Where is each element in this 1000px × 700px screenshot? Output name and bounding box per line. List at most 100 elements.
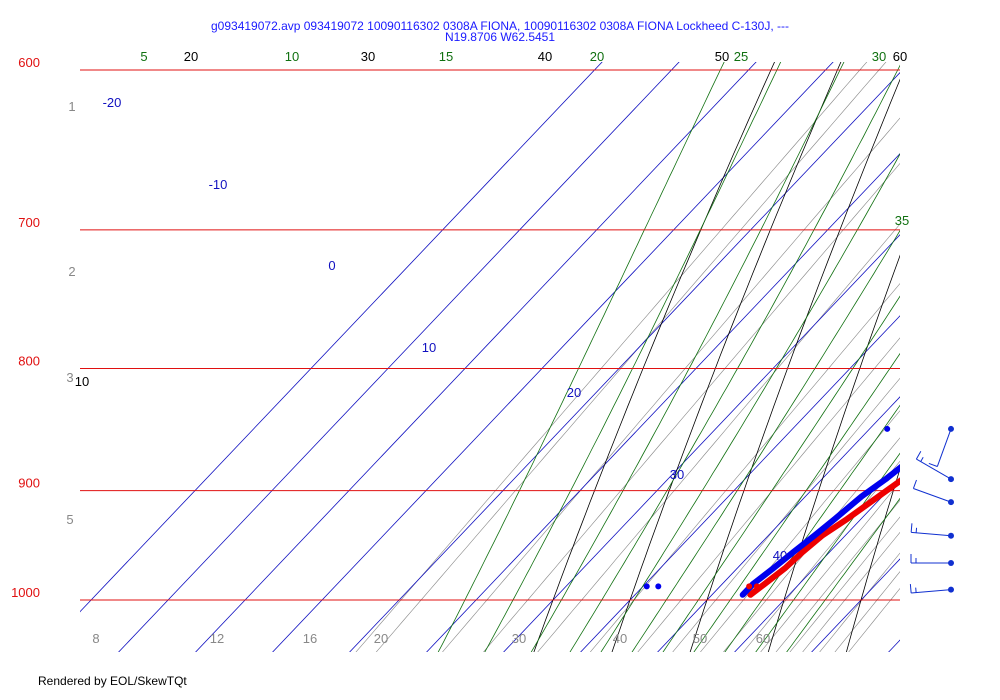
chart-title: g093419072.avp 093419072 10090116302 030…	[211, 19, 789, 33]
wind-barb-flag	[915, 451, 922, 460]
isobar-label: 700	[18, 215, 40, 230]
mixing-ratio-line	[760, 481, 900, 652]
isotherm-line	[349, 72, 900, 652]
temperature-point	[933, 426, 939, 432]
isotherm-line	[118, 62, 680, 652]
wind-barb-station-dot	[948, 532, 954, 539]
wind-barb	[910, 554, 954, 567]
diagram-grid	[80, 0, 1000, 660]
moist-adiabat-label: 20	[590, 49, 604, 64]
isotherm-line	[888, 639, 900, 652]
mixing-ratio-bottom-label: 60	[756, 631, 770, 646]
moist-adiabat-label: 15	[439, 49, 453, 64]
moist-adiabat-line	[631, 229, 900, 652]
dewpoint-point	[884, 425, 891, 432]
wind-barb	[910, 523, 954, 539]
isobar-label: 900	[18, 476, 40, 491]
wind-barb-staff	[936, 428, 952, 467]
isotherm-line	[195, 62, 757, 652]
isotherm-line	[272, 62, 834, 652]
moist-adiabat-label: 35	[895, 213, 909, 228]
mixing-ratio-line	[637, 337, 900, 652]
mixing-ratio-line	[723, 437, 900, 652]
isotherm-line	[734, 477, 900, 652]
wind-barb-staff	[916, 458, 952, 480]
isobar-label: 800	[18, 353, 40, 368]
moist-adiabat-line	[786, 497, 900, 652]
wind-barb	[909, 584, 954, 594]
wind-barb-staff	[911, 531, 952, 537]
mixing-ratio-line	[589, 283, 900, 652]
dry-adiabat-label: 10	[75, 374, 89, 389]
mixing-ratio-bottom-label: 20	[374, 631, 388, 646]
isotherm-line	[811, 558, 900, 652]
mixing-ratio-line	[355, 62, 868, 652]
moist-adiabat-line	[755, 452, 900, 652]
wind-barb-station-dot	[948, 499, 954, 506]
mixing-ratio-side-label: 1	[68, 99, 75, 114]
isotherm-label: -20	[103, 95, 122, 110]
mixing-ratio-line	[442, 117, 900, 652]
wind-barb	[915, 451, 954, 483]
moist-adiabat-line	[569, 64, 900, 652]
mixing-ratio-side-label: 2	[68, 264, 75, 279]
wind-barb-flag	[910, 523, 913, 533]
isotherm-label: 0	[328, 258, 335, 273]
moist-adiabat-label: 30	[872, 49, 886, 64]
wind-barb-staff	[911, 589, 952, 594]
dry-adiabat-line	[533, 62, 775, 652]
mixing-ratio-bottom-label: 12	[210, 631, 224, 646]
wind-barb-flag	[909, 584, 912, 594]
diagram-labels: 600 700 800 900 1000 -20 -10 0 10 20 30 40 20 30 40 50 6…	[11, 49, 909, 646]
dewpoint-point	[643, 583, 650, 590]
sounding-traces	[643, 425, 939, 598]
dewpoint-trace	[739, 463, 900, 598]
isotherm-line	[80, 62, 603, 613]
wind-barb-staff	[913, 487, 952, 503]
mixing-ratio-side-label: 3	[66, 370, 73, 385]
wind-barb-half-flag	[920, 457, 924, 462]
isotherm-line	[503, 234, 900, 652]
mixing-ratio-bottom-label: 8	[92, 631, 99, 646]
wind-barb-station-dot	[948, 425, 954, 432]
mixing-ratio-bottom-label: 40	[613, 631, 627, 646]
mixing-ratio-line	[848, 587, 900, 652]
mixing-ratio-line	[700, 410, 900, 652]
temperature-point	[746, 583, 753, 590]
wind-barb-station-dot	[948, 476, 954, 483]
dry-adiabat-line	[767, 254, 900, 652]
mixing-ratio-line	[834, 571, 900, 652]
dry-adiabat-label: 60	[893, 49, 907, 64]
mixing-ratio-line	[819, 552, 900, 652]
isotherm-label: 40	[773, 548, 787, 563]
mixing-ratio-bottom-label: 16	[303, 631, 317, 646]
dry-adiabat-label: 30	[361, 49, 375, 64]
mixing-ratio-line	[775, 499, 900, 652]
moist-adiabat-line	[693, 352, 900, 652]
isotherm-label: 20	[567, 385, 581, 400]
wind-barb-station-dot	[948, 560, 954, 567]
wind-barb-station-dot	[948, 586, 954, 593]
moist-adiabat-label: 10	[285, 49, 299, 64]
mixing-ratio-bottom-label: 30	[512, 631, 526, 646]
isotherm-line	[958, 0, 1000, 660]
moist-adiabat-line	[437, 62, 725, 652]
temperature-trace	[747, 477, 900, 598]
isotherm-line	[657, 396, 900, 652]
chart-subtitle: N19.8706 W62.5451	[445, 30, 555, 44]
mixing-ratio-line	[537, 223, 900, 652]
dewpoint-point	[655, 583, 662, 590]
isotherm-line	[426, 153, 900, 652]
isotherm-label: -10	[209, 177, 228, 192]
dry-adiabat-label: 50	[715, 49, 729, 64]
isotherm-line	[580, 315, 900, 652]
mixing-ratio-line	[789, 516, 900, 652]
dry-adiabat-line	[922, 0, 1000, 660]
moist-adiabat-line	[600, 153, 900, 652]
moist-adiabat-line	[724, 404, 900, 652]
isotherm-label: 30	[670, 467, 684, 482]
wind-barb-flag	[928, 462, 938, 467]
dry-adiabat-line	[845, 467, 900, 652]
wind-barb	[928, 425, 954, 467]
mixing-ratio-line	[375, 62, 887, 652]
